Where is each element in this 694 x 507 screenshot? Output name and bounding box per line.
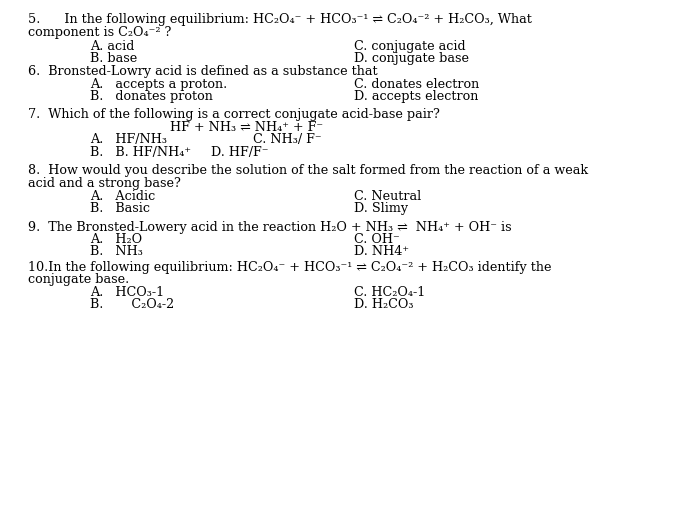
Text: D. conjugate base: D. conjugate base: [354, 52, 469, 65]
Text: D. NH4⁺: D. NH4⁺: [354, 245, 409, 259]
Text: A.   accepts a proton.: A. accepts a proton.: [90, 78, 228, 91]
Text: 9.  The Bronsted-Lowery acid in the reaction H₂O + NH₃ ⇌  NH₄⁺ + OH⁻ is: 9. The Bronsted-Lowery acid in the react…: [28, 221, 511, 234]
Text: 6.  Bronsted-Lowry acid is defined as a substance that: 6. Bronsted-Lowry acid is defined as a s…: [28, 65, 378, 78]
Text: D. H₂CO₃: D. H₂CO₃: [354, 298, 414, 311]
Text: 7.  Which of the following is a correct conjugate acid-base pair?: 7. Which of the following is a correct c…: [28, 108, 439, 121]
Text: A.   H₂O: A. H₂O: [90, 233, 142, 246]
Text: C. HC₂O₄-1: C. HC₂O₄-1: [354, 286, 425, 299]
Text: A.   HF/NH₃: A. HF/NH₃: [90, 133, 167, 147]
Text: 10.In the following equilibrium: HC₂O₄⁻ + HCO₃⁻¹ ⇌ C₂O₄⁻² + H₂CO₃ identify the: 10.In the following equilibrium: HC₂O₄⁻ …: [28, 261, 551, 274]
Text: B.   donates proton: B. donates proton: [90, 90, 213, 103]
Text: A. acid: A. acid: [90, 40, 135, 53]
Text: component is C₂O₄⁻² ?: component is C₂O₄⁻² ?: [28, 26, 171, 40]
Text: C. Neutral: C. Neutral: [354, 190, 421, 203]
Text: A.   HCO₃-1: A. HCO₃-1: [90, 286, 164, 299]
Text: 5.      In the following equilibrium: HC₂O₄⁻ + HCO₃⁻¹ ⇌ C₂O₄⁻² + H₂CO₃, What: 5. In the following equilibrium: HC₂O₄⁻ …: [28, 13, 532, 26]
Text: B.   B. HF/NH₄⁺     D. HF/F⁻: B. B. HF/NH₄⁺ D. HF/F⁻: [90, 146, 269, 159]
Text: 8.  How would you describe the solution of the salt formed from the reaction of : 8. How would you describe the solution o…: [28, 164, 588, 177]
Text: C. donates electron: C. donates electron: [354, 78, 479, 91]
Text: B. base: B. base: [90, 52, 137, 65]
Text: B.       C₂O₄-2: B. C₂O₄-2: [90, 298, 174, 311]
Text: B.   NH₃: B. NH₃: [90, 245, 143, 259]
Text: conjugate base.: conjugate base.: [28, 273, 129, 286]
Text: A.   Acidic: A. Acidic: [90, 190, 155, 203]
Text: HF + NH₃ ⇌ NH₄⁺ + F⁻: HF + NH₃ ⇌ NH₄⁺ + F⁻: [170, 121, 323, 134]
Text: C. NH₃/ F⁻: C. NH₃/ F⁻: [253, 133, 322, 147]
Text: D. Slimy: D. Slimy: [354, 202, 408, 215]
Text: D. accepts electron: D. accepts electron: [354, 90, 478, 103]
Text: C. conjugate acid: C. conjugate acid: [354, 40, 466, 53]
Text: C. OH⁻: C. OH⁻: [354, 233, 400, 246]
Text: acid and a strong base?: acid and a strong base?: [28, 177, 180, 190]
Text: B.   Basic: B. Basic: [90, 202, 150, 215]
